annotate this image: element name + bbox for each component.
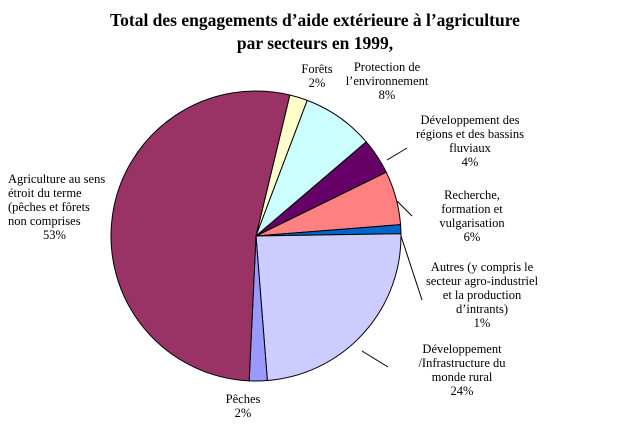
- slice-labels: Forêts 2%Protection de l’environnement 8%Dé…: [8, 60, 539, 420]
- slice-label-line-autres: d’intrants): [456, 302, 508, 316]
- slice-pct-agriculture: 53%: [43, 228, 66, 242]
- slice-label-line-autres: et la production: [443, 288, 522, 302]
- pie-slice-agriculture: [110, 90, 291, 382]
- slice-label-line-infrastructure: /Infrastructure du: [418, 356, 506, 370]
- slice-label-line-infrastructure: Développement: [422, 342, 502, 356]
- slice-label-line-autres: secteur agro-industriel: [426, 274, 539, 288]
- slice-label-line-agriculture: non comprises: [8, 214, 81, 228]
- slice-label-line-bassins: fluviaux: [449, 141, 491, 155]
- slice-label-environnement: Protection de l’environnement 8%: [346, 60, 429, 102]
- leader-line-recherche: [396, 200, 413, 217]
- slice-label-line-autres: Autres (y compris le: [431, 260, 534, 274]
- slice-label-line-agriculture: (pêches et fôrets: [8, 200, 90, 214]
- slice-pct-forets: 2%: [309, 76, 326, 90]
- slice-pct-bassins: 4%: [462, 155, 479, 169]
- leader-lines: [361, 147, 423, 368]
- pie-slices: [110, 90, 402, 382]
- leader-line-bassins: [386, 147, 408, 161]
- slice-pct-infrastructure: 24%: [451, 384, 474, 398]
- slice-label-bassins: Développement des régions et des bassins f…: [416, 113, 524, 169]
- slice-label-line-peches: Pêches: [226, 392, 261, 406]
- slice-label-line-bassins: Développement des: [421, 113, 520, 127]
- slice-label-infrastructure: Développement/Infrastructure du monde rur…: [418, 342, 506, 398]
- slice-label-forets: Forêts 2%: [301, 62, 332, 90]
- slice-label-line-forets: Forêts: [301, 62, 332, 76]
- leader-line-autres: [400, 235, 423, 301]
- slice-label-line-infrastructure: monde rural: [432, 370, 493, 384]
- slice-pct-recherche: 6%: [464, 230, 481, 244]
- slice-label-line-recherche: formation et: [441, 202, 503, 216]
- slice-label-agriculture: Agriculture au sens étroit du terme (pêche…: [8, 172, 105, 242]
- chart-title-line-1: Total des engagements d’aide extérieure …: [110, 10, 520, 30]
- slice-label-line-recherche: vulgarisation: [439, 216, 505, 230]
- slice-pct-peches: 2%: [235, 406, 252, 420]
- slice-pct-autres: 1%: [474, 316, 491, 330]
- slice-label-line-environnement: Protection de: [354, 60, 421, 74]
- pie-slice-infrastructure: [255, 233, 402, 382]
- slice-label-peches: Pêches 2%: [226, 392, 261, 420]
- slice-label-autres: Autres (y compris le secteur agro-industr…: [426, 260, 539, 330]
- slice-label-line-environnement: l’environnement: [346, 74, 429, 88]
- leader-line-infrastructure: [361, 350, 389, 368]
- slice-label-line-bassins: régions et des bassins: [416, 127, 524, 141]
- slice-label-line-recherche: Recherche,: [444, 188, 500, 202]
- slice-label-line-agriculture: Agriculture au sens: [8, 172, 105, 186]
- slice-label-line-agriculture: étroit du terme: [8, 186, 82, 200]
- slice-label-recherche: Recherche, formation et vulgarisation 6%: [439, 188, 505, 244]
- chart-title-line-2: par secteurs en 1999,: [237, 33, 393, 53]
- slice-pct-environnement: 8%: [379, 88, 396, 102]
